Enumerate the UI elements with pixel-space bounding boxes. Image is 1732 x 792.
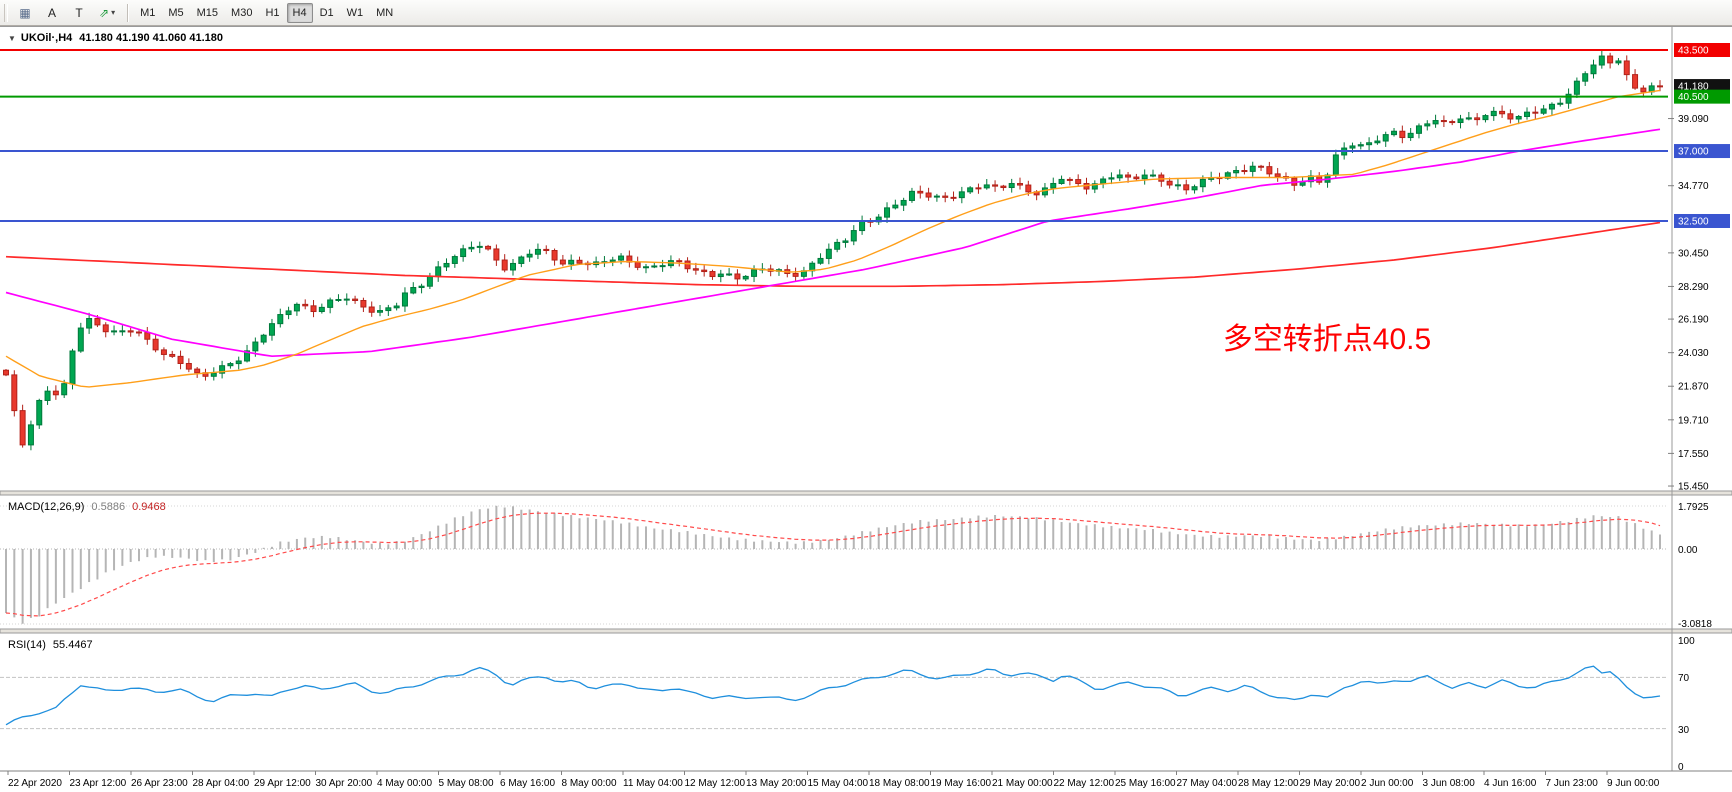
price-tick-label: 21.870 <box>1678 382 1709 393</box>
time-label: 9 Jun 00:00 <box>1607 778 1660 789</box>
price-tick-label: 19.710 <box>1678 415 1709 426</box>
chart-window[interactable]: 39.090 34.770 30.450 28.290 26.190 24.030 21.8… <box>0 26 1732 792</box>
chart-title: ▼ UKOil·,H4 41.180 41.190 41.060 41.180 <box>8 32 223 44</box>
macd-value-histogram: 0.5886 <box>91 501 125 513</box>
chart-background[interactable] <box>0 27 1732 792</box>
rsi-axis-0: 0 <box>1678 762 1684 773</box>
rsi-axis-30: 30 <box>1678 725 1690 736</box>
chart-annotation[interactable]: 多空转折点40.5 <box>1223 323 1431 356</box>
time-label: 5 May 08:00 <box>439 778 494 789</box>
price-tick-label: 24.030 <box>1678 348 1709 359</box>
macd-axis-zero: 0.00 <box>1678 545 1698 556</box>
price-badge-label: 37.000 <box>1678 147 1709 158</box>
toolbar-separator <box>127 3 129 22</box>
time-label: 22 Apr 2020 <box>8 778 62 789</box>
timeframe-m30-button[interactable]: M30 <box>231 6 253 19</box>
price-tick-label: 34.770 <box>1678 181 1709 192</box>
time-label: 7 Jun 23:00 <box>1546 778 1599 789</box>
rsi-label: RSI(14) <box>8 639 46 651</box>
time-label: 11 May 04:00 <box>623 778 683 789</box>
rsi-axis-70: 70 <box>1678 673 1690 684</box>
timeframe-mn-button[interactable]: MN <box>376 6 394 19</box>
chart-title-ohlc: 41.180 41.190 41.060 41.180 <box>79 32 223 44</box>
macd-axis-min: -3.0818 <box>1678 619 1712 630</box>
text-tool-icon[interactable]: T <box>75 5 83 20</box>
macd-value-signal: 0.9468 <box>132 501 166 513</box>
toolbar: ▦ A T ⇗ ▾ M1 M5 M15 M30 H1 H4 D1 W1 MN <box>0 0 1732 26</box>
rsi-pane[interactable] <box>0 665 1668 730</box>
price-badge <box>1674 144 1730 159</box>
time-label: 25 May 16:00 <box>1115 778 1176 789</box>
price-badge-label: 40.500 <box>1678 92 1709 103</box>
time-label: 29 Apr 12:00 <box>254 778 311 789</box>
time-label: 8 May 00:00 <box>562 778 617 789</box>
time-label: 30 Apr 20:00 <box>316 778 373 789</box>
macd-pane[interactable] <box>0 505 1668 625</box>
axes: 39.090 34.770 30.450 28.290 26.190 24.030 21.8… <box>0 27 1732 789</box>
price-badge <box>1674 43 1730 57</box>
toolbar-drag-handle[interactable] <box>4 3 8 22</box>
time-label: 26 Apr 23:00 <box>131 778 188 789</box>
timeframe-w1-button[interactable]: W1 <box>346 6 364 19</box>
chart-collapse-icon[interactable]: ▼ <box>8 34 16 43</box>
chart-title-symbol: UKOil·,H4 <box>21 32 73 44</box>
price-badge-label: 43.500 <box>1678 46 1709 57</box>
time-label: 19 May 16:00 <box>931 778 992 789</box>
timeframe-m15-button[interactable]: M15 <box>196 6 219 19</box>
time-label: 28 Apr 04:00 <box>193 778 250 789</box>
time-label: 23 Apr 12:00 <box>70 778 127 789</box>
rsi-axis-100: 100 <box>1678 636 1695 647</box>
toolbar-icon-group: ▦ A T ⇗ ▾ <box>12 3 121 23</box>
timeframe-m1-button[interactable]: M1 <box>140 6 156 19</box>
chart-canvas[interactable]: 39.090 34.770 30.450 28.290 26.190 24.030 21.8… <box>0 27 1732 792</box>
price-badge-label: 41.180 <box>1678 82 1709 93</box>
time-label: 29 May 20:00 <box>1300 778 1361 789</box>
new-chart-icon[interactable]: ▦ <box>19 5 31 20</box>
price-tick-label: 17.550 <box>1678 449 1709 460</box>
time-label: 27 May 04:00 <box>1177 778 1238 789</box>
price-badge <box>1674 213 1730 228</box>
rsi-value: 55.4467 <box>53 639 93 651</box>
pane-divider[interactable] <box>0 490 1732 496</box>
time-label: 21 May 00:00 <box>992 778 1053 789</box>
time-label: 15 May 04:00 <box>808 778 869 789</box>
timeframe-d1-button[interactable]: D1 <box>319 6 334 19</box>
price-tick-label: 28.290 <box>1678 282 1709 293</box>
time-label: 2 Jun 00:00 <box>1361 778 1414 789</box>
time-label: 6 May 16:00 <box>500 778 555 789</box>
cursor-tool-icon[interactable]: A <box>47 5 56 20</box>
time-label: 28 May 12:00 <box>1238 778 1299 789</box>
price-tick-label: 26.190 <box>1678 315 1709 326</box>
price-tick-label: 30.450 <box>1678 248 1709 259</box>
timeframe-m5-button[interactable]: M5 <box>168 6 184 19</box>
time-label: 4 May 00:00 <box>377 778 432 789</box>
caret-down-icon: ▾ <box>111 8 116 17</box>
timeframe-button-group: M1 M5 M15 M30 H1 H4 D1 W1 MN <box>134 2 399 23</box>
time-label: 3 Jun 08:00 <box>1423 778 1476 789</box>
pane-divider[interactable] <box>0 628 1732 634</box>
indicators-dropdown-icon[interactable]: ⇗ ▾ <box>99 5 116 20</box>
price-tick-label: 15.450 <box>1678 482 1709 493</box>
price-badge-label: 32.500 <box>1678 216 1709 227</box>
price-badge <box>1674 89 1730 104</box>
time-label: 18 May 08:00 <box>869 778 930 789</box>
price-tick-label: 39.090 <box>1678 114 1709 125</box>
price-pane[interactable] <box>0 49 1668 451</box>
macd-label: MACD(12,26,9) <box>8 501 84 513</box>
price-badge <box>1674 79 1730 94</box>
rsi-header: RSI(14) 55.4467 <box>8 639 93 651</box>
timeframe-h1-button[interactable]: H1 <box>265 6 280 19</box>
macd-header: MACD(12,26,9) 0.5886 0.9468 <box>8 501 166 513</box>
time-label: 12 May 12:00 <box>685 778 746 789</box>
time-label: 4 Jun 16:00 <box>1484 778 1537 789</box>
macd-axis-max: 1.7925 <box>1678 502 1709 513</box>
time-label: 13 May 20:00 <box>746 778 807 789</box>
time-label: 22 May 12:00 <box>1054 778 1115 789</box>
timeframe-h4-button[interactable]: H4 <box>286 2 313 23</box>
